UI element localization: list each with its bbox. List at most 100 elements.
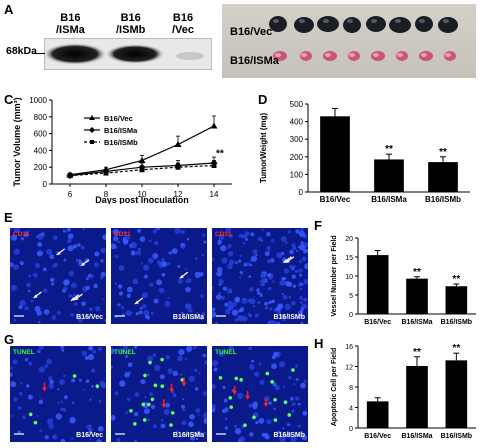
nucleus (157, 260, 162, 265)
nucleus (114, 391, 119, 396)
nucleus (134, 346, 138, 349)
nucleus (268, 300, 272, 305)
nucleus (194, 271, 202, 278)
nucleus (292, 246, 297, 251)
lane-label-line: /ISMb (116, 24, 146, 36)
microscopy-texture (212, 346, 308, 442)
nucleus (139, 236, 146, 242)
nucleus (23, 232, 29, 238)
nucleus (44, 364, 49, 368)
nucleus (89, 398, 92, 401)
bar (406, 365, 428, 428)
nucleus (303, 297, 308, 303)
nucleus (250, 232, 255, 237)
nucleus (252, 304, 256, 308)
nucleus (274, 384, 280, 391)
tumor-vec (438, 17, 458, 33)
nucleus (295, 229, 300, 234)
nucleus (88, 346, 94, 351)
nucleus (87, 427, 93, 433)
nucleus (134, 412, 139, 417)
nucleus (68, 270, 74, 277)
lane-label-line: B16 (60, 12, 81, 24)
nucleus (264, 434, 270, 440)
arrow-icon (161, 404, 167, 409)
nucleus (167, 297, 170, 300)
nucleus (66, 238, 72, 244)
nucleus (72, 244, 78, 249)
nucleus (13, 318, 17, 322)
nucleus (264, 301, 269, 306)
lane-label-line: /Vec (172, 24, 195, 36)
nucleus (197, 413, 200, 416)
nucleus (27, 289, 31, 293)
apoptotic-cell (28, 412, 33, 417)
nucleus (28, 361, 33, 366)
nucleus (122, 239, 129, 245)
stain-label: TUNEL (215, 349, 237, 356)
apoptotic-cell (133, 422, 137, 426)
nucleus (218, 234, 225, 240)
arrow-icon (169, 388, 175, 393)
nucleus (160, 418, 164, 422)
y-tick-label: 5 (349, 293, 353, 300)
stain-label: CD31 (114, 231, 131, 238)
nucleus (228, 233, 234, 239)
y-tick-label: 400 (34, 146, 48, 155)
image-caption: B16/Vec (76, 432, 103, 439)
nucleus (20, 382, 23, 385)
nucleus (294, 269, 299, 273)
y-tick-label: 0 (349, 426, 353, 433)
nucleus (217, 239, 223, 245)
nucleus (94, 251, 100, 257)
nucleus (196, 312, 199, 315)
nucleus (299, 273, 303, 277)
marker-label: 68kDa (6, 45, 37, 57)
nucleus (10, 262, 14, 268)
nucleus (224, 407, 229, 412)
nucleus (299, 296, 304, 300)
nucleus (10, 228, 13, 231)
y-tick-label: 600 (34, 130, 48, 139)
nucleus (104, 319, 106, 322)
y-tick-label: 100 (290, 170, 304, 179)
nucleus (46, 418, 54, 425)
nucleus (61, 348, 65, 352)
lane-label-isma: B16 /ISMa (56, 12, 85, 36)
nucleus (243, 262, 248, 267)
nucleus (117, 284, 123, 289)
tumor-photo-svg (269, 16, 458, 61)
growth-curve-chart: 0 200 400 600 800 1000 6 8 10 12 14 Days post Inocu… (12, 96, 232, 204)
data-point (103, 170, 109, 176)
legend-label: B16/Vec (104, 114, 133, 123)
apoptotic-cell (239, 378, 243, 382)
tumor-vec (415, 16, 433, 32)
x-tick-label: 8 (104, 190, 109, 199)
nucleus (37, 349, 41, 354)
y-tick-label: 12 (345, 365, 353, 372)
nucleus (17, 406, 22, 410)
lane-label-line: B16 (172, 12, 194, 24)
nucleus (286, 281, 293, 288)
category-label: B16/ISMb (441, 433, 473, 440)
nucleus (126, 286, 133, 293)
bar (445, 286, 468, 314)
nucleus (139, 306, 143, 310)
nucleus (291, 300, 296, 306)
nucleus (165, 402, 171, 408)
nucleus (298, 268, 303, 273)
nucleus (249, 287, 254, 292)
nucleus (142, 304, 147, 309)
apoptotic-cell (229, 405, 234, 409)
nucleus (172, 370, 179, 377)
nucleus (126, 293, 131, 298)
y-tick-label: 500 (290, 100, 304, 109)
nucleus (299, 309, 304, 314)
y-axis-label: Apoptotic Cell per Field (331, 348, 338, 427)
nucleus (251, 359, 255, 363)
nucleus (195, 437, 199, 441)
nucleus (36, 250, 44, 257)
nucleus (203, 412, 207, 419)
arrow-icon (245, 395, 251, 400)
nucleus (126, 397, 131, 402)
